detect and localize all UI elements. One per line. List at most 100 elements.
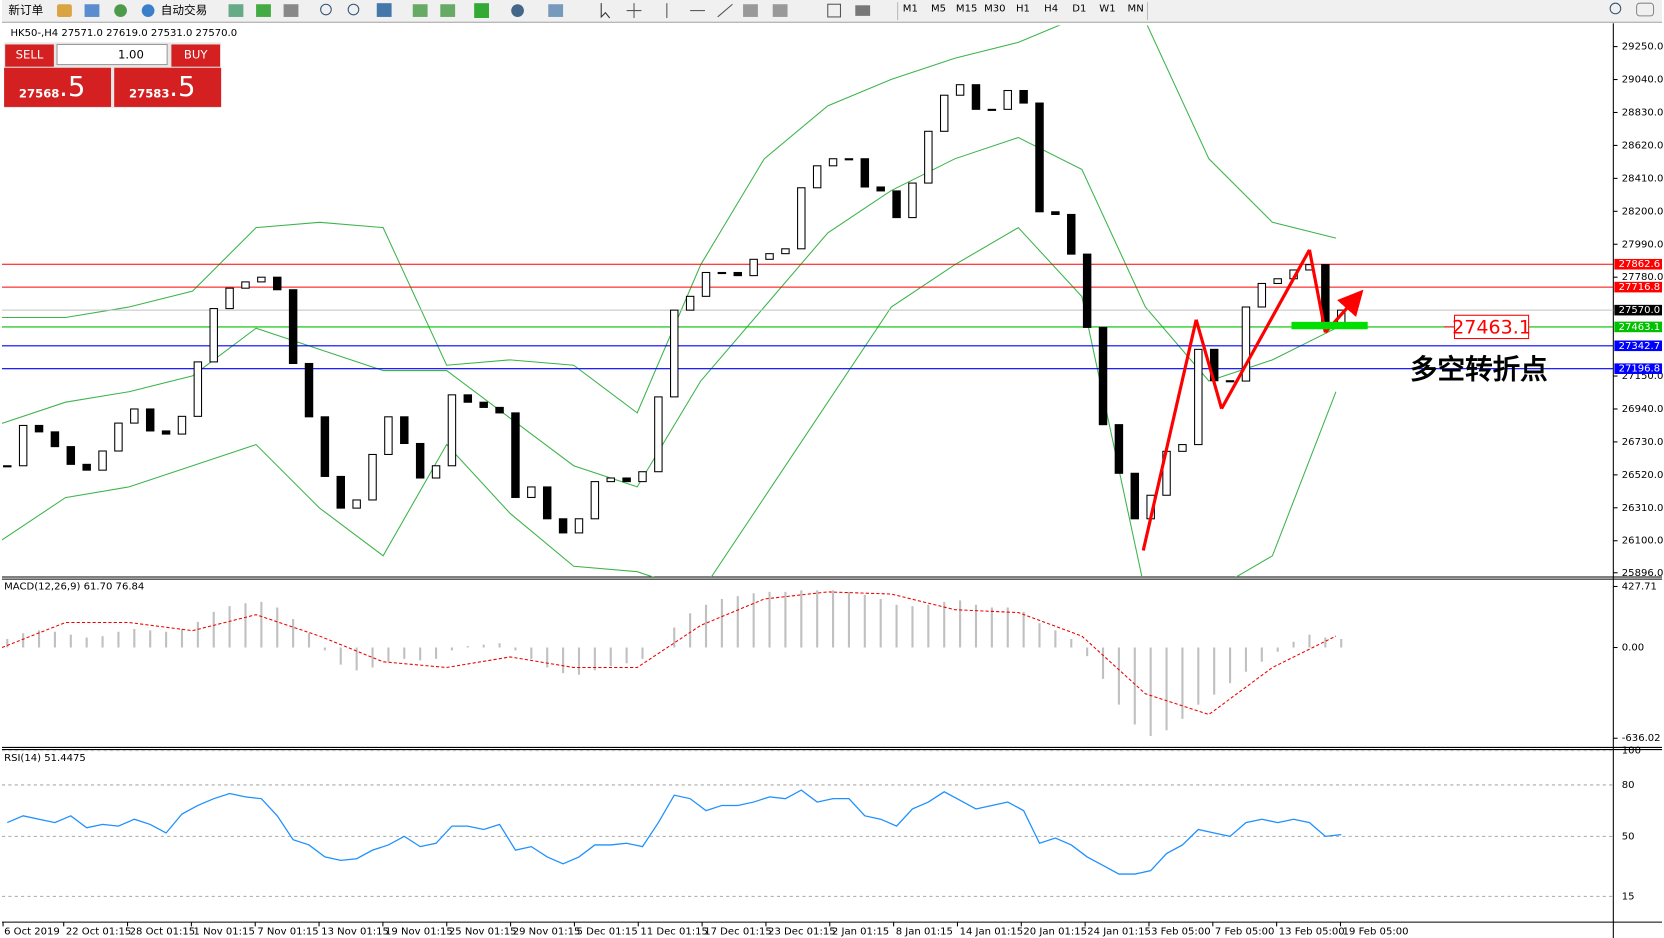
candle (749, 258, 758, 277)
level-tag (1614, 363, 1663, 374)
buy-price: 27583 (129, 87, 169, 101)
lot-input[interactable] (56, 43, 168, 66)
candle (257, 276, 266, 283)
turning-point-note: 多空转折点 (1410, 354, 1548, 386)
timeframe-button[interactable]: MN (1128, 3, 1144, 14)
candle (701, 271, 711, 297)
turning-zone (1291, 321, 1368, 330)
y-tick-label: 28200.0 (1622, 206, 1664, 217)
candle (114, 422, 123, 452)
y-tick-label: 26520.0 (1622, 470, 1664, 481)
candle (892, 190, 901, 219)
timeframe-button[interactable]: H1 (1016, 3, 1030, 14)
timeframe-button[interactable]: M30 (984, 3, 1005, 14)
candle (685, 295, 695, 311)
y-tick-label: 26940.0 (1622, 404, 1664, 415)
candle (145, 408, 155, 432)
level-tag (1614, 340, 1663, 352)
candle (670, 309, 679, 398)
candle (733, 271, 743, 277)
candle (638, 471, 647, 483)
new-order-button[interactable]: 新订单 (8, 3, 43, 17)
timeframe-button[interactable]: M1 (903, 3, 918, 14)
timeframe-button[interactable]: H4 (1044, 3, 1058, 14)
y-tick-label: 28620.0 (1622, 140, 1664, 151)
x-tick-label: 28 Oct 01:15 (130, 927, 196, 938)
y-tick-label: 29040.0 (1622, 75, 1664, 86)
sell-label[interactable]: SELL (16, 48, 44, 62)
candle (511, 412, 520, 498)
candle (860, 158, 870, 188)
candle (1130, 472, 1140, 520)
candle (288, 289, 298, 365)
candle (1114, 424, 1124, 474)
level-label: 27570.0 (1619, 305, 1661, 316)
buy-button[interactable] (171, 44, 221, 67)
y-tick-label: 28410.0 (1622, 173, 1664, 184)
x-tick-label: 3 Feb 05:00 (1151, 927, 1211, 938)
candle (1225, 380, 1235, 383)
macd-signal (1, 591, 1337, 716)
chart-header: HK50-,H4 27571.0 27619.0 27531.0 27570.0 (10, 28, 237, 39)
candle (18, 424, 28, 467)
timeframe-button[interactable]: M5 (931, 3, 946, 14)
candle (50, 431, 60, 448)
callout-box (1453, 314, 1530, 340)
y-tick-label: 0.00 (1622, 643, 1644, 654)
timeframe-button[interactable]: W1 (1099, 3, 1115, 14)
lot-value[interactable]: 1.00 (118, 48, 144, 62)
buy-label[interactable]: BUY (184, 48, 208, 62)
candle (654, 396, 663, 473)
level-tag (1614, 321, 1663, 333)
candle (273, 276, 282, 291)
buy-price-pips: .5 (169, 71, 195, 103)
level-tag (1614, 281, 1663, 293)
candle (352, 499, 361, 509)
candle (98, 450, 107, 471)
bollinger-upper (1, 25, 1337, 414)
x-tick-label: 13 Nov 01:15 (321, 927, 389, 938)
y-tick-label: 29250.0 (1622, 42, 1664, 53)
candle (939, 94, 949, 132)
buy-price-box[interactable] (114, 67, 222, 107)
candle (876, 186, 885, 192)
candle (193, 361, 203, 417)
candle (1273, 278, 1282, 284)
y-tick-label: 100 (1622, 746, 1641, 757)
candle (3, 465, 12, 468)
toolbar (1, 0, 1663, 23)
candle (622, 477, 631, 483)
candle (797, 187, 806, 250)
x-tick-label: 29 Nov 01:15 (513, 927, 581, 938)
candle (1098, 326, 1108, 426)
timeframe-button[interactable]: M15 (956, 3, 977, 14)
candle (241, 281, 250, 289)
y-tick-label: 25896.0 (1622, 568, 1664, 579)
candle (209, 308, 218, 363)
candle (590, 481, 600, 520)
x-tick-label: 20 Jan 01:15 (1023, 927, 1087, 938)
sell-button[interactable] (5, 44, 54, 67)
x-tick-label: 17 Dec 01:15 (704, 927, 772, 938)
candle (1082, 253, 1092, 328)
y-tick-label: 15 (1622, 891, 1635, 902)
sell-price-box[interactable] (4, 67, 112, 107)
candle (1257, 282, 1267, 308)
candle (717, 271, 727, 275)
rsi-line (7, 789, 1342, 875)
bollinger-lower (1, 226, 1337, 577)
x-tick-label: 14 Jan 01:15 (960, 927, 1024, 938)
level-tag (1614, 304, 1663, 316)
auto-trading-button[interactable]: 自动交易 (161, 3, 208, 17)
timeframe-button[interactable]: D1 (1072, 3, 1086, 14)
macd-label: MACD(12,26,9) 61.70 76.84 (4, 582, 144, 593)
candle (336, 475, 346, 509)
candle (844, 158, 854, 161)
candle (908, 182, 917, 219)
rsi-label: RSI(14) 51.4475 (4, 753, 86, 764)
candle (606, 477, 615, 483)
candle (1194, 348, 1203, 446)
candle (1067, 213, 1076, 255)
